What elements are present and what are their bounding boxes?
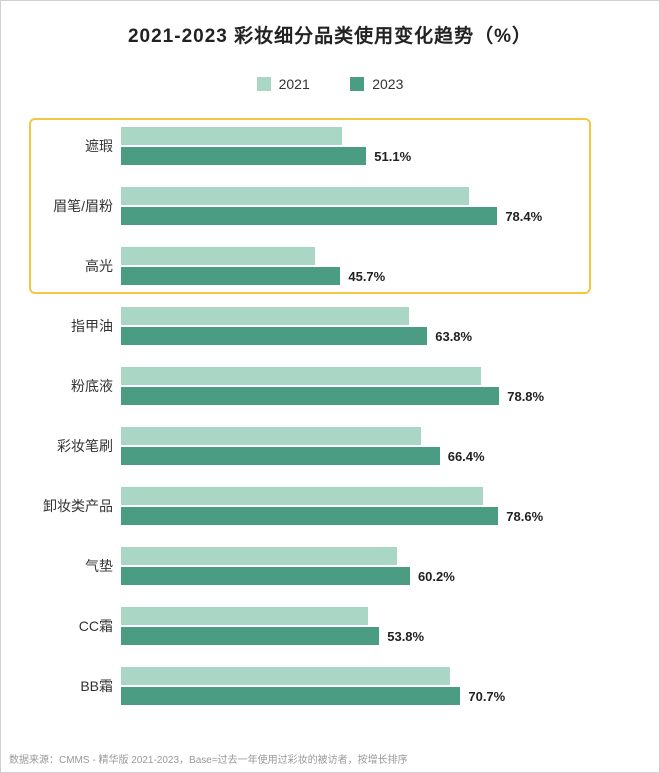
chart-plot-area: 遮瑕51.1%眉笔/眉粉78.4%高光45.7%指甲油63.8%粉底液78.8%…: [121, 116, 601, 716]
legend: 2021 2023: [31, 76, 629, 96]
bar-2021: [121, 487, 601, 505]
category-label: 眉笔/眉粉: [29, 196, 113, 216]
bar-2023: 78.4%: [121, 207, 601, 225]
chart-container: 2021-2023 彩妆细分品类使用变化趋势（%） 2021 2023 遮瑕51…: [0, 0, 660, 773]
bar-2023: 60.2%: [121, 567, 601, 585]
bar-row: 指甲油63.8%: [121, 296, 601, 356]
value-label: 78.6%: [506, 509, 543, 524]
category-label: 卸妆类产品: [29, 496, 113, 516]
bar-row: BB霜70.7%: [121, 656, 601, 716]
legend-swatch-2021: [257, 77, 271, 91]
legend-item-2021: 2021: [257, 76, 310, 92]
category-label: 粉底液: [29, 376, 113, 396]
bar-row: 高光45.7%: [121, 236, 601, 296]
bar-2021: [121, 247, 601, 265]
bar-2023: 53.8%: [121, 627, 601, 645]
value-label: 60.2%: [418, 569, 455, 584]
bar-row: 眉笔/眉粉78.4%: [121, 176, 601, 236]
legend-item-2023: 2023: [350, 76, 403, 92]
chart-footer: 数据来源：CMMS - 精华版 2021-2023，Base=过去一年使用过彩妆…: [9, 751, 408, 766]
legend-swatch-2023: [350, 77, 364, 91]
value-label: 78.8%: [507, 389, 544, 404]
bar-row: CC霜53.8%: [121, 596, 601, 656]
bar-2021: [121, 547, 601, 565]
category-label: BB霜: [29, 676, 113, 696]
category-label: CC霜: [29, 616, 113, 636]
chart-title: 2021-2023 彩妆细分品类使用变化趋势（%）: [31, 21, 629, 48]
value-label: 78.4%: [505, 209, 542, 224]
value-label: 66.4%: [448, 449, 485, 464]
value-label: 45.7%: [348, 269, 385, 284]
category-label: 彩妆笔刷: [29, 436, 113, 456]
bar-2023: 66.4%: [121, 447, 601, 465]
category-label: 遮瑕: [29, 136, 113, 156]
legend-label-2021: 2021: [279, 76, 310, 92]
bar-2021: [121, 127, 601, 145]
bar-row: 粉底液78.8%: [121, 356, 601, 416]
bar-row: 遮瑕51.1%: [121, 116, 601, 176]
bar-row: 彩妆笔刷66.4%: [121, 416, 601, 476]
bar-2023: 70.7%: [121, 687, 601, 705]
bar-2023: 78.8%: [121, 387, 601, 405]
bar-2023: 45.7%: [121, 267, 601, 285]
bar-2021: [121, 667, 601, 685]
value-label: 63.8%: [435, 329, 472, 344]
bar-row: 气垫60.2%: [121, 536, 601, 596]
bar-2023: 51.1%: [121, 147, 601, 165]
category-label: 指甲油: [29, 316, 113, 336]
bar-2021: [121, 307, 601, 325]
legend-label-2023: 2023: [372, 76, 403, 92]
bar-2021: [121, 367, 601, 385]
value-label: 70.7%: [468, 689, 505, 704]
category-label: 气垫: [29, 556, 113, 576]
bar-2023: 78.6%: [121, 507, 601, 525]
bar-2023: 63.8%: [121, 327, 601, 345]
bar-2021: [121, 607, 601, 625]
category-label: 高光: [29, 256, 113, 276]
bar-row: 卸妆类产品78.6%: [121, 476, 601, 536]
value-label: 51.1%: [374, 149, 411, 164]
value-label: 53.8%: [387, 629, 424, 644]
bar-2021: [121, 187, 601, 205]
bar-2021: [121, 427, 601, 445]
